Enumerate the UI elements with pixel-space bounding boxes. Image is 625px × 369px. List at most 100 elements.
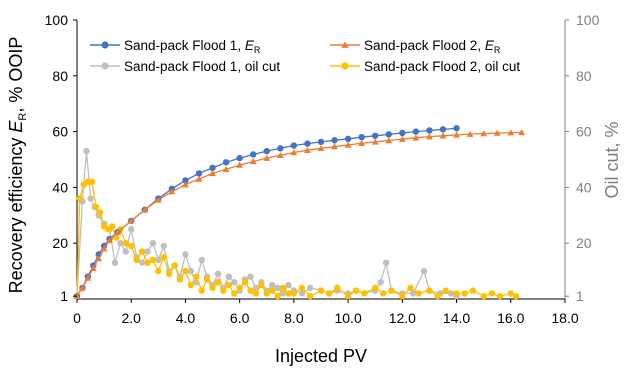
data-point [382,259,390,266]
data-point [209,164,216,172]
data-point [149,240,157,247]
data-point [154,196,162,203]
legend-marker [341,41,349,48]
data-point [279,290,287,297]
y-tick-right-label: 60 [576,124,592,140]
data-point [168,188,176,195]
legend-marker [101,62,109,70]
data-point [258,281,265,289]
data-point [361,290,368,297]
x-tick-label: 12.0 [389,310,416,326]
data-point [109,223,116,230]
data-point [290,149,298,156]
data-point [182,181,189,188]
data-point [358,139,366,147]
data-point [279,284,287,292]
data-point [274,284,281,292]
data-point [214,270,222,278]
data-point [453,131,460,138]
data-point [133,256,140,264]
series-4 [73,178,520,300]
data-point [426,133,433,140]
data-point [439,126,447,133]
x-tick-label: 2.0 [121,310,141,326]
data-point [106,237,113,244]
data-point [247,273,254,280]
data-point [493,129,501,136]
data-point [290,290,298,297]
y-axis-right-title: Oil cut, % [602,121,622,198]
data-point [518,129,526,136]
series-1 [73,125,460,300]
data-point [331,137,338,144]
data-point [353,287,360,294]
data-point [439,132,447,139]
data-point [466,130,474,137]
y-tick-left-label: 1 [60,288,68,304]
data-point [317,144,325,152]
data-point [149,256,157,264]
data-point [507,129,515,136]
data-point [306,284,314,292]
data-point [122,248,129,255]
data-point [241,279,249,286]
x-tick-label: 18.0 [551,310,578,326]
data-point [160,242,167,250]
data-point [247,287,254,294]
data-point [100,245,108,252]
data-point [290,142,298,149]
data-point [165,270,173,278]
data-point [252,290,260,297]
legend-item: Sand-pack Flood 1, ER [90,38,261,55]
data-point [220,287,227,294]
data-point [231,290,238,297]
data-point [187,281,195,289]
x-tick-label: 0 [73,310,81,326]
data-point [203,276,211,283]
legend-item: Sand-pack Flood 2, oil cut [330,59,520,74]
data-point [76,195,83,202]
legend-marker [101,41,109,49]
data-point [409,290,417,297]
data-point [198,256,205,264]
data-point [344,141,352,148]
data-point [371,138,379,145]
data-point [344,293,352,300]
data-point [358,133,365,141]
data-point [480,293,487,300]
y-tick-right-label: 40 [576,179,592,195]
series-line [76,151,457,297]
data-point [88,178,96,186]
data-point [304,140,311,147]
data-point [331,143,338,150]
y-tick-right-label: 1 [576,288,584,304]
series-line [76,131,522,297]
data-point [182,267,189,275]
legend-label: Sand-pack Flood 1, ER [124,38,261,55]
data-point [461,290,468,297]
data-point [225,273,233,280]
data-point [222,159,230,166]
data-point [263,290,270,297]
data-point [111,259,119,266]
data-point [285,290,292,297]
data-point [412,134,420,141]
data-point [480,130,488,137]
data-point [249,158,257,165]
data-point [160,253,167,261]
data-point [385,137,393,144]
tick-labels: 0 2.0 4.0 6.0 8.0 10.0 12.0 14.0 16.0 18.0 1 20 40 60… [45,12,600,326]
data-point [277,145,284,152]
data-point [84,274,92,281]
data-point [155,256,162,264]
legend-label: Sand-pack Flood 2, oil cut [364,59,520,74]
data-point [469,287,477,294]
data-point [317,287,325,294]
data-point [420,267,428,275]
legend-label: Sand-pack Flood 1, oil cut [124,59,280,74]
data-point [285,281,292,289]
data-point [114,228,122,235]
legend: Sand-pack Flood 1, ER Sand-pack Flood 2, … [90,38,520,74]
data-point [141,206,149,213]
